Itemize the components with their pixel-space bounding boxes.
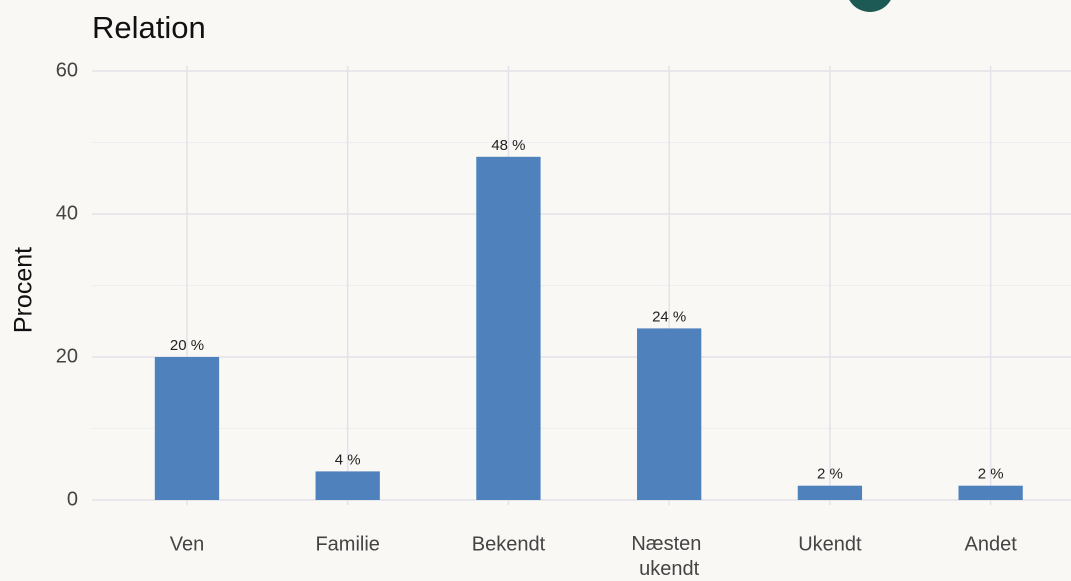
y-tick-label: 60	[56, 59, 78, 81]
chart-title: Relation	[92, 10, 206, 45]
bar	[154, 357, 220, 500]
value-label: 2 %	[978, 466, 1004, 483]
x-tick-label: Ukendt	[798, 533, 862, 555]
value-label: 2 %	[817, 466, 843, 483]
bar	[315, 471, 380, 500]
x-tick-label-line: ukendt	[639, 558, 699, 580]
bar	[797, 485, 863, 500]
x-tick-label: Ven	[170, 533, 204, 555]
x-tick-label: Andet	[965, 533, 1018, 555]
x-tick-label: Næsten ukendt	[631, 533, 707, 580]
bar	[476, 156, 541, 501]
value-label: 24 %	[652, 308, 686, 325]
value-label: 4 %	[335, 451, 361, 468]
bar	[637, 328, 702, 500]
y-tick-label: 40	[56, 202, 78, 224]
y-tick-label: 20	[56, 345, 78, 367]
x-tick-label: Familie	[315, 533, 379, 555]
value-label: 48 %	[491, 137, 525, 154]
decoration-circle	[849, 0, 891, 12]
value-label: 20 %	[170, 337, 204, 354]
bar	[958, 485, 1023, 500]
x-tick-label: Bekendt	[472, 533, 546, 555]
y-axis-label: Procent	[10, 247, 38, 333]
y-tick-label: 0	[67, 488, 78, 510]
x-tick-label-line: Næsten	[631, 533, 707, 555]
